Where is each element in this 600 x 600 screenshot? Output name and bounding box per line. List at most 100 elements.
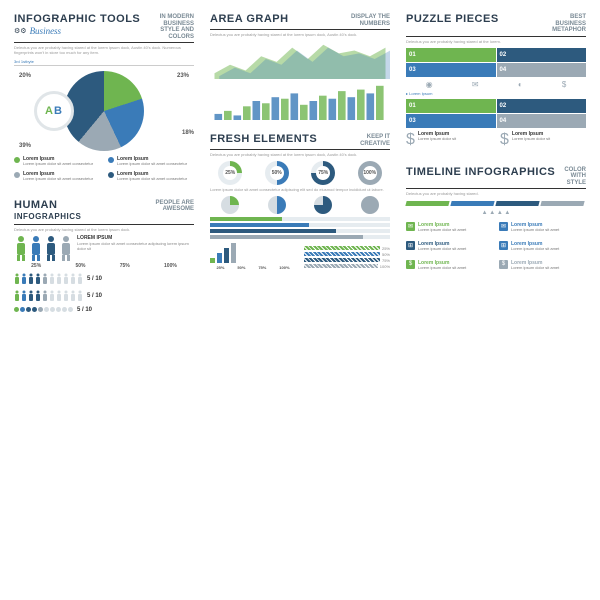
timeline-title: TIMELINE INFOGRAPHICS [406,167,555,178]
dollar-icon: $ [406,260,415,269]
progress-ring: 50% [265,161,289,185]
tools-script: Business [30,26,62,36]
timeline-item: ✉Lorem IpsumLorem ipsum dolor sit amet [406,222,493,233]
person-small-icon [35,273,41,284]
person-small-icon [14,290,20,301]
dot-icon [14,307,19,312]
puzzle-piece: 03 [406,114,496,128]
area-title: AREA GRAPH [210,14,289,25]
panel-tools: INFOGRAPHIC TOOLS ⚙⚙ Business IN MODERN … [10,10,198,190]
panel-fresh: FRESH ELEMENTS KEEP IT CREATIVE Delectus… [206,130,394,274]
person-small-icon [63,290,69,301]
tools-lorem: Delectus you are probably having stared … [14,46,194,56]
donut-lbl-18: 18% [182,130,194,136]
puzzle-foot-item: $Lorem IpsumLorem ipsum dolor sit [406,131,492,149]
person-small-icon [35,290,41,301]
timeline-seg [405,201,449,206]
legend-item: Lorem IpsumLorem ipsum dolor sit amet co… [14,171,100,182]
timeline-item: ⊞Lorem IpsumLorem ipsum dolor sit amet [406,241,493,252]
legend-item: Lorem IpsumLorem ipsum dolor sit amet co… [14,156,100,167]
fig-text: Lorem ipsum dolor sit amet consectetur a… [77,241,194,251]
donut-chart [64,71,144,151]
person-small-icon [77,290,83,301]
puzzle-icon: ⊞ [406,241,415,250]
timeline-seg [495,201,539,206]
person-small-icon [14,273,20,284]
area-lorem: Delectus you are probably having stared … [210,33,390,38]
gear-icon: ⚙⚙ [14,27,27,35]
panel-timeline: TIMELINE INFOGRAPHICS COLOR WITH STYLE D… [402,163,590,278]
person-small-icon [49,273,55,284]
timeline-item: $Lorem IpsumLorem ipsum dolor sit amet [406,260,493,271]
h-bar [210,235,390,239]
person-small-icon [49,290,55,301]
pie-icon [314,196,332,214]
puzzle-mid: ▸ Lorem Ipsum [406,91,586,96]
chat-icon: ✉ [406,222,415,231]
person-small-icon [56,273,62,284]
donut-lbl-39: 39% [19,143,31,149]
dollar-icon: $ [562,80,566,89]
timeline-lorem: Delectus you are probably having stared. [406,192,586,197]
v-bar [231,243,236,263]
puzzle-lorem: Delectus you are probably having stared … [406,40,586,45]
fresh-title: FRESH ELEMENTS [210,134,317,145]
puzzle-piece: 02 [497,99,587,113]
person-small-icon [63,273,69,284]
panel-puzzle: PUZZLE PIECES BEST BUSINESS METAPHOR Del… [402,10,590,157]
puzzle-piece: 01 [406,48,496,62]
puzzle-piece: 03 [406,63,496,77]
human-lorem: Delectus you are probably having stared … [14,228,194,233]
fresh-lorem: Delectus you are probably having stared … [210,153,390,158]
puzzle-sub: BEST BUSINESS METAPHOR [546,14,586,34]
v-bar [224,248,229,263]
tools-title: INFOGRAPHIC TOOLS [14,14,140,25]
timeline-seg [540,201,584,206]
timeline-sub: COLOR WITH STYLE [556,167,586,187]
h-bar [210,223,390,227]
v-bar [217,253,222,263]
chat-icon: ✉ [472,80,479,89]
h-bar [210,229,390,233]
person-small-icon [42,273,48,284]
person-small-icon [28,290,34,301]
person-small-icon [77,273,83,284]
person-icon [44,235,58,261]
dot-icon [44,307,49,312]
person-small-icon [28,273,34,284]
donut-lbl-23: 23% [177,73,189,79]
v-bar [210,258,215,263]
timeline-seg [450,201,494,206]
h-bar [210,217,390,221]
fresh-sub: KEEP IT CREATIVE [355,134,390,147]
area-sub: DISPLAY THE NUMBERS [350,14,390,27]
human-title: HUMANINFOGRAPHICS [14,200,81,222]
person-small-icon [42,290,48,301]
tools-tabs: 3rd 1stbyte [14,59,194,66]
person-small-icon [70,290,76,301]
puzzle-foot-item: $Lorem IpsumLorem ipsum dolor sit [500,131,586,149]
fresh-lorem2: Lorem ipsum dolor sit amet consectetur a… [210,188,390,193]
puzzle-piece: 04 [497,114,587,128]
panel-area: AREA GRAPH DISPLAY THE NUMBERS Delectus … [206,10,394,124]
dot-icon [38,307,43,312]
donut-lbl-20: 20% [19,73,31,79]
human-sub: PEOPLE ARE AWESOME [154,200,194,213]
puzzle-title: PUZZLE PIECES [406,14,499,25]
dot-icon [62,307,67,312]
area-chart [210,41,390,79]
progress-ring: 75% [311,161,335,185]
person-small-icon [21,290,27,301]
person-small-icon [21,273,27,284]
dot-icon [20,307,25,312]
dot-icon [32,307,37,312]
dot-icon [68,307,73,312]
legend-item: Lorem IpsumLorem ipsum dolor sit amet co… [108,156,194,167]
bar-chart [210,82,390,120]
dot-icon [56,307,61,312]
person-icon [59,235,73,261]
panel-human: HUMANINFOGRAPHICS PEOPLE ARE AWESOME Del… [10,196,198,319]
person-icon: ◉ [426,80,433,89]
person-icon [29,235,43,261]
pie-icon [361,196,379,214]
